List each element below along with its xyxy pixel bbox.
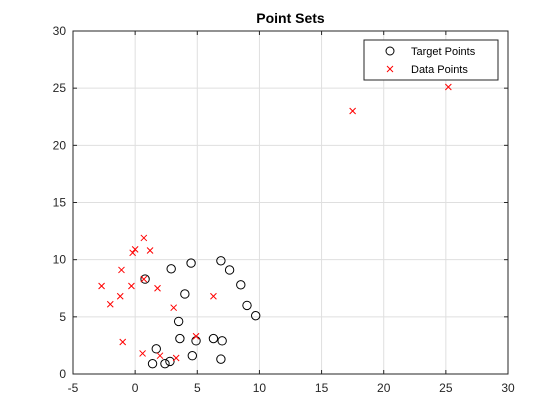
x-tick-label: 10	[253, 381, 267, 395]
target-point-marker	[173, 316, 184, 327]
data-point-marker	[98, 282, 105, 290]
data-point-marker	[140, 234, 148, 242]
data-point-marker	[444, 83, 452, 91]
data-point-marker-stroke	[154, 284, 161, 292]
data-point-marker-stroke	[172, 354, 180, 362]
x-tick-label: 25	[439, 381, 453, 395]
target-point-marker	[175, 333, 185, 344]
target-point-marker	[224, 265, 235, 275]
y-tick-label: 15	[53, 196, 67, 210]
data-point-marker-stroke	[128, 282, 135, 290]
target-point-marker	[140, 274, 150, 284]
data-point-marker-stroke	[116, 292, 124, 300]
y-tick-label: 30	[53, 24, 67, 38]
data-point-marker	[128, 282, 135, 290]
legend-label-target-points: Target Points	[411, 46, 476, 58]
data-point-marker	[170, 304, 178, 312]
legend-item-data-points: Data Points	[386, 64, 468, 76]
y-tick-label: 5	[59, 310, 66, 324]
x-tick-label: 20	[377, 381, 391, 395]
data-point-marker-stroke	[156, 352, 164, 360]
target-point-marker	[180, 289, 190, 299]
target-point-marker	[160, 359, 170, 369]
data-point-marker	[210, 292, 217, 300]
data-point-marker-stroke	[444, 83, 452, 91]
series-data-points	[98, 83, 452, 362]
target-point-marker	[236, 280, 246, 290]
data-point-marker	[192, 332, 200, 340]
data-point-marker-stroke	[119, 338, 127, 346]
y-tick-label: 0	[59, 367, 66, 381]
target-point-marker	[187, 351, 198, 361]
legend-item-target-points: Target Points	[385, 46, 476, 58]
legend-box	[363, 39, 499, 81]
target-point-marker	[242, 300, 252, 311]
data-point-marker-stroke	[210, 292, 217, 300]
data-point-marker	[146, 247, 154, 254]
data-point-marker-stroke	[118, 266, 125, 274]
y-tick-label: 20	[53, 138, 67, 152]
target-point-marker	[216, 354, 226, 364]
data-point-marker-stroke	[139, 350, 146, 357]
data-point-marker	[140, 275, 148, 283]
data-point-marker-stroke	[192, 332, 200, 340]
data-point-marker	[118, 266, 125, 274]
data-point-marker	[349, 107, 356, 115]
data-point-marker-stroke	[131, 246, 139, 253]
legend-circle-marker	[385, 46, 395, 56]
target-point-marker	[151, 344, 161, 354]
data-point-marker-stroke	[106, 300, 114, 308]
data-point-marker-stroke	[140, 275, 148, 283]
target-point-marker	[216, 256, 226, 266]
x-tick-label: 15	[315, 381, 329, 395]
data-point-marker-stroke	[146, 247, 154, 254]
x-tick-label: 30	[501, 381, 515, 395]
legend: Target Points Data Points	[363, 39, 499, 81]
data-point-marker-stroke	[170, 304, 178, 312]
data-point-marker	[156, 352, 164, 360]
data-point-marker-stroke	[349, 107, 356, 115]
chart-title: Point Sets	[256, 10, 325, 26]
series-target-points	[140, 256, 261, 369]
data-point-marker-stroke	[129, 249, 137, 257]
plot-area	[98, 83, 452, 369]
target-point-marker	[251, 310, 261, 321]
data-point-marker	[119, 338, 127, 346]
x-tick-label: -5	[68, 381, 79, 395]
target-point-marker	[165, 356, 175, 367]
legend-x-glyph-stroke	[386, 65, 394, 73]
data-point-marker	[154, 284, 161, 292]
target-point-marker	[147, 359, 158, 369]
legend-label-data-points: Data Points	[411, 64, 468, 76]
target-point-marker	[217, 336, 227, 346]
x-tick-label: 0	[132, 381, 139, 395]
data-point-marker	[139, 350, 146, 357]
y-tick-label: 10	[53, 253, 67, 267]
data-point-marker-stroke	[98, 282, 105, 290]
x-tick-label: 5	[194, 381, 201, 395]
grid-lines	[73, 31, 508, 374]
data-point-marker	[116, 292, 124, 300]
data-point-marker	[106, 300, 114, 308]
legend-x-glyph	[386, 65, 394, 73]
data-point-marker	[131, 246, 139, 253]
target-point-marker	[166, 264, 176, 274]
target-point-marker	[208, 333, 219, 344]
data-point-marker-stroke	[140, 234, 148, 242]
y-tick-label: 25	[53, 81, 67, 95]
legend-x-marker	[386, 65, 394, 73]
data-point-marker	[129, 249, 137, 257]
target-point-marker	[186, 258, 196, 268]
data-point-marker	[172, 354, 180, 362]
